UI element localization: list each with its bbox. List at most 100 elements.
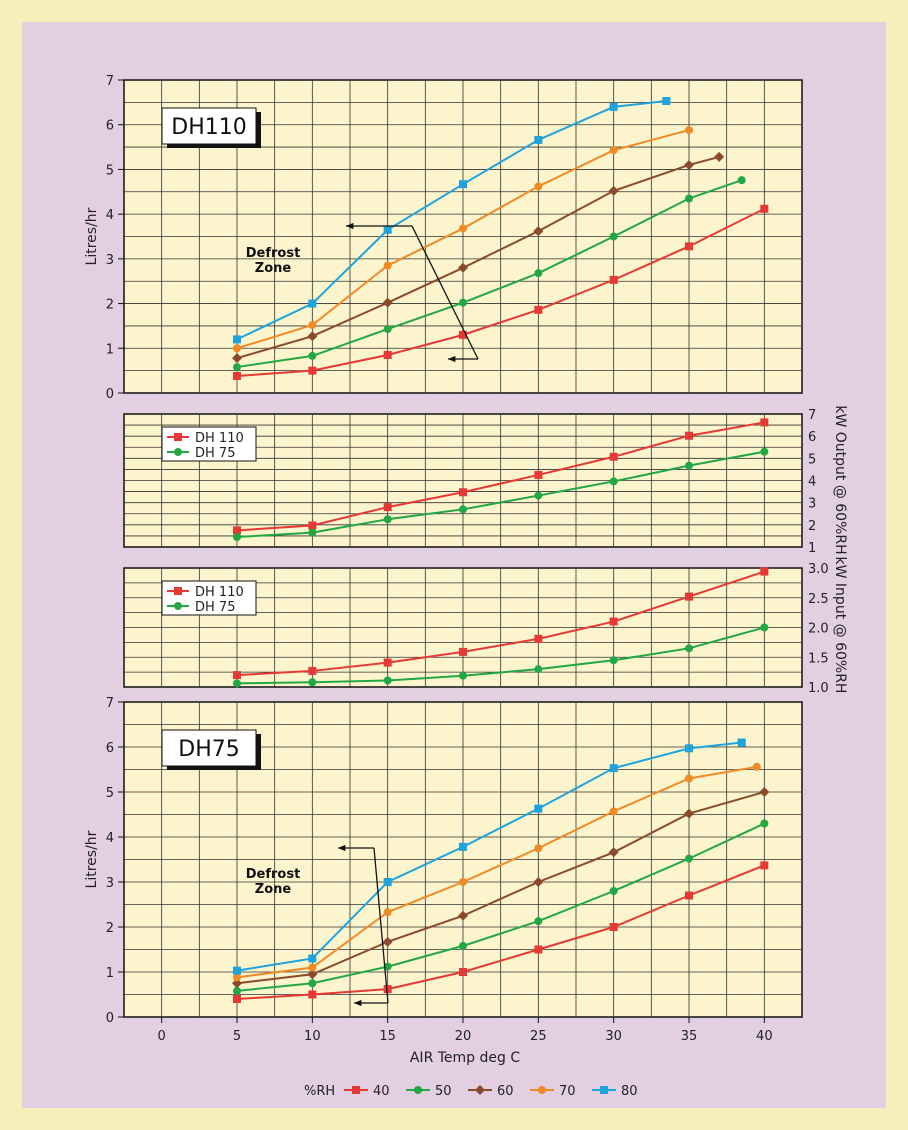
y-tick-label: 2.5 <box>808 592 829 607</box>
data-point <box>534 491 543 500</box>
series-line <box>236 765 757 979</box>
data-point <box>534 305 543 314</box>
data-point <box>233 995 241 1003</box>
legend-label: DH 75 <box>195 446 235 461</box>
data-point <box>609 807 618 816</box>
series-line <box>236 570 765 677</box>
data-point <box>534 665 543 674</box>
data-point <box>383 261 392 270</box>
data-point <box>459 878 467 886</box>
data-point <box>383 350 392 359</box>
x-axis: 0 5 10 15 20 25 30 35 40 <box>158 1017 773 1044</box>
y-tick-label: 5 <box>106 786 114 801</box>
series-50 <box>233 176 746 372</box>
x-tick-label: 0 <box>158 1029 166 1044</box>
rh-legend-swatch-marker <box>414 1086 422 1094</box>
data-point <box>662 97 671 106</box>
series-50 <box>233 819 769 995</box>
data-point <box>609 146 618 155</box>
data-point <box>308 979 317 988</box>
y-tick-label: 1.0 <box>808 681 829 696</box>
rh-legend-label: 60 <box>497 1084 514 1099</box>
y-tick-label: 5 <box>106 163 114 178</box>
data-point <box>684 808 694 819</box>
data-point <box>685 126 693 135</box>
data-point <box>383 515 392 524</box>
rh-legend-label: 40 <box>373 1084 390 1099</box>
data-point <box>685 242 693 251</box>
data-point <box>383 962 392 971</box>
annotation-text: Defrost <box>246 867 301 882</box>
data-point <box>233 671 241 680</box>
y-axis-label: kW Output @ 60%RH <box>832 405 848 554</box>
rh-legend-label: 70 <box>559 1084 576 1099</box>
series-line <box>236 179 743 369</box>
y-axis-label: Litres/hr <box>84 830 100 888</box>
x-tick-label: 25 <box>530 1029 547 1044</box>
data-point <box>685 431 693 440</box>
series-40 <box>233 861 769 1003</box>
chart-title-box <box>161 729 257 767</box>
data-point <box>609 617 618 626</box>
x-tick-label: 30 <box>605 1029 622 1044</box>
data-point <box>459 298 467 307</box>
data-point <box>752 762 761 771</box>
data-point <box>383 325 392 334</box>
series-dh-75 <box>233 623 769 688</box>
data-point <box>685 854 693 863</box>
data-point <box>232 978 242 989</box>
data-point <box>609 102 618 111</box>
data-point <box>308 299 317 308</box>
data-point <box>609 452 618 461</box>
data-point <box>233 973 241 982</box>
series-80 <box>233 97 671 344</box>
data-point <box>458 262 468 273</box>
x-tick-label: 35 <box>681 1029 698 1044</box>
data-point <box>534 470 543 479</box>
data-point <box>383 676 392 685</box>
series-line <box>236 421 765 532</box>
data-point <box>383 878 392 886</box>
data-point <box>760 418 769 427</box>
annotation-text: Defrost <box>246 246 301 261</box>
chart-title-box <box>161 107 257 145</box>
data-point <box>685 592 693 601</box>
data-point <box>383 985 392 994</box>
y-tick-label: 6 <box>106 119 114 134</box>
x-tick-label: 5 <box>233 1029 241 1044</box>
data-point <box>533 877 544 887</box>
y-tick-label: 3 <box>106 876 114 891</box>
legend-swatch-marker <box>174 587 182 595</box>
series-70 <box>233 762 761 982</box>
series-40 <box>233 204 769 381</box>
data-point <box>233 363 241 372</box>
y-tick-label: 3 <box>808 497 816 512</box>
series-line <box>236 207 765 378</box>
data-point <box>233 986 241 995</box>
data-point <box>760 204 769 213</box>
series-80 <box>233 738 746 975</box>
data-point <box>609 232 618 241</box>
data-point <box>307 331 318 342</box>
data-point <box>459 330 467 339</box>
data-point <box>685 744 693 753</box>
data-point <box>760 623 769 632</box>
data-point <box>308 990 317 999</box>
data-point <box>308 528 317 537</box>
data-point <box>609 887 618 895</box>
annotation-bracket <box>373 847 389 1004</box>
data-point <box>534 917 543 926</box>
annotation-arrowhead <box>346 222 354 230</box>
annotation-text: Zone <box>255 882 292 897</box>
data-point <box>609 656 618 665</box>
data-point <box>383 908 392 917</box>
data-point <box>459 842 467 851</box>
data-point <box>609 923 618 931</box>
data-point <box>684 159 694 170</box>
y-tick-label: 1 <box>106 342 114 357</box>
data-point <box>459 671 467 680</box>
series-line <box>236 741 742 972</box>
